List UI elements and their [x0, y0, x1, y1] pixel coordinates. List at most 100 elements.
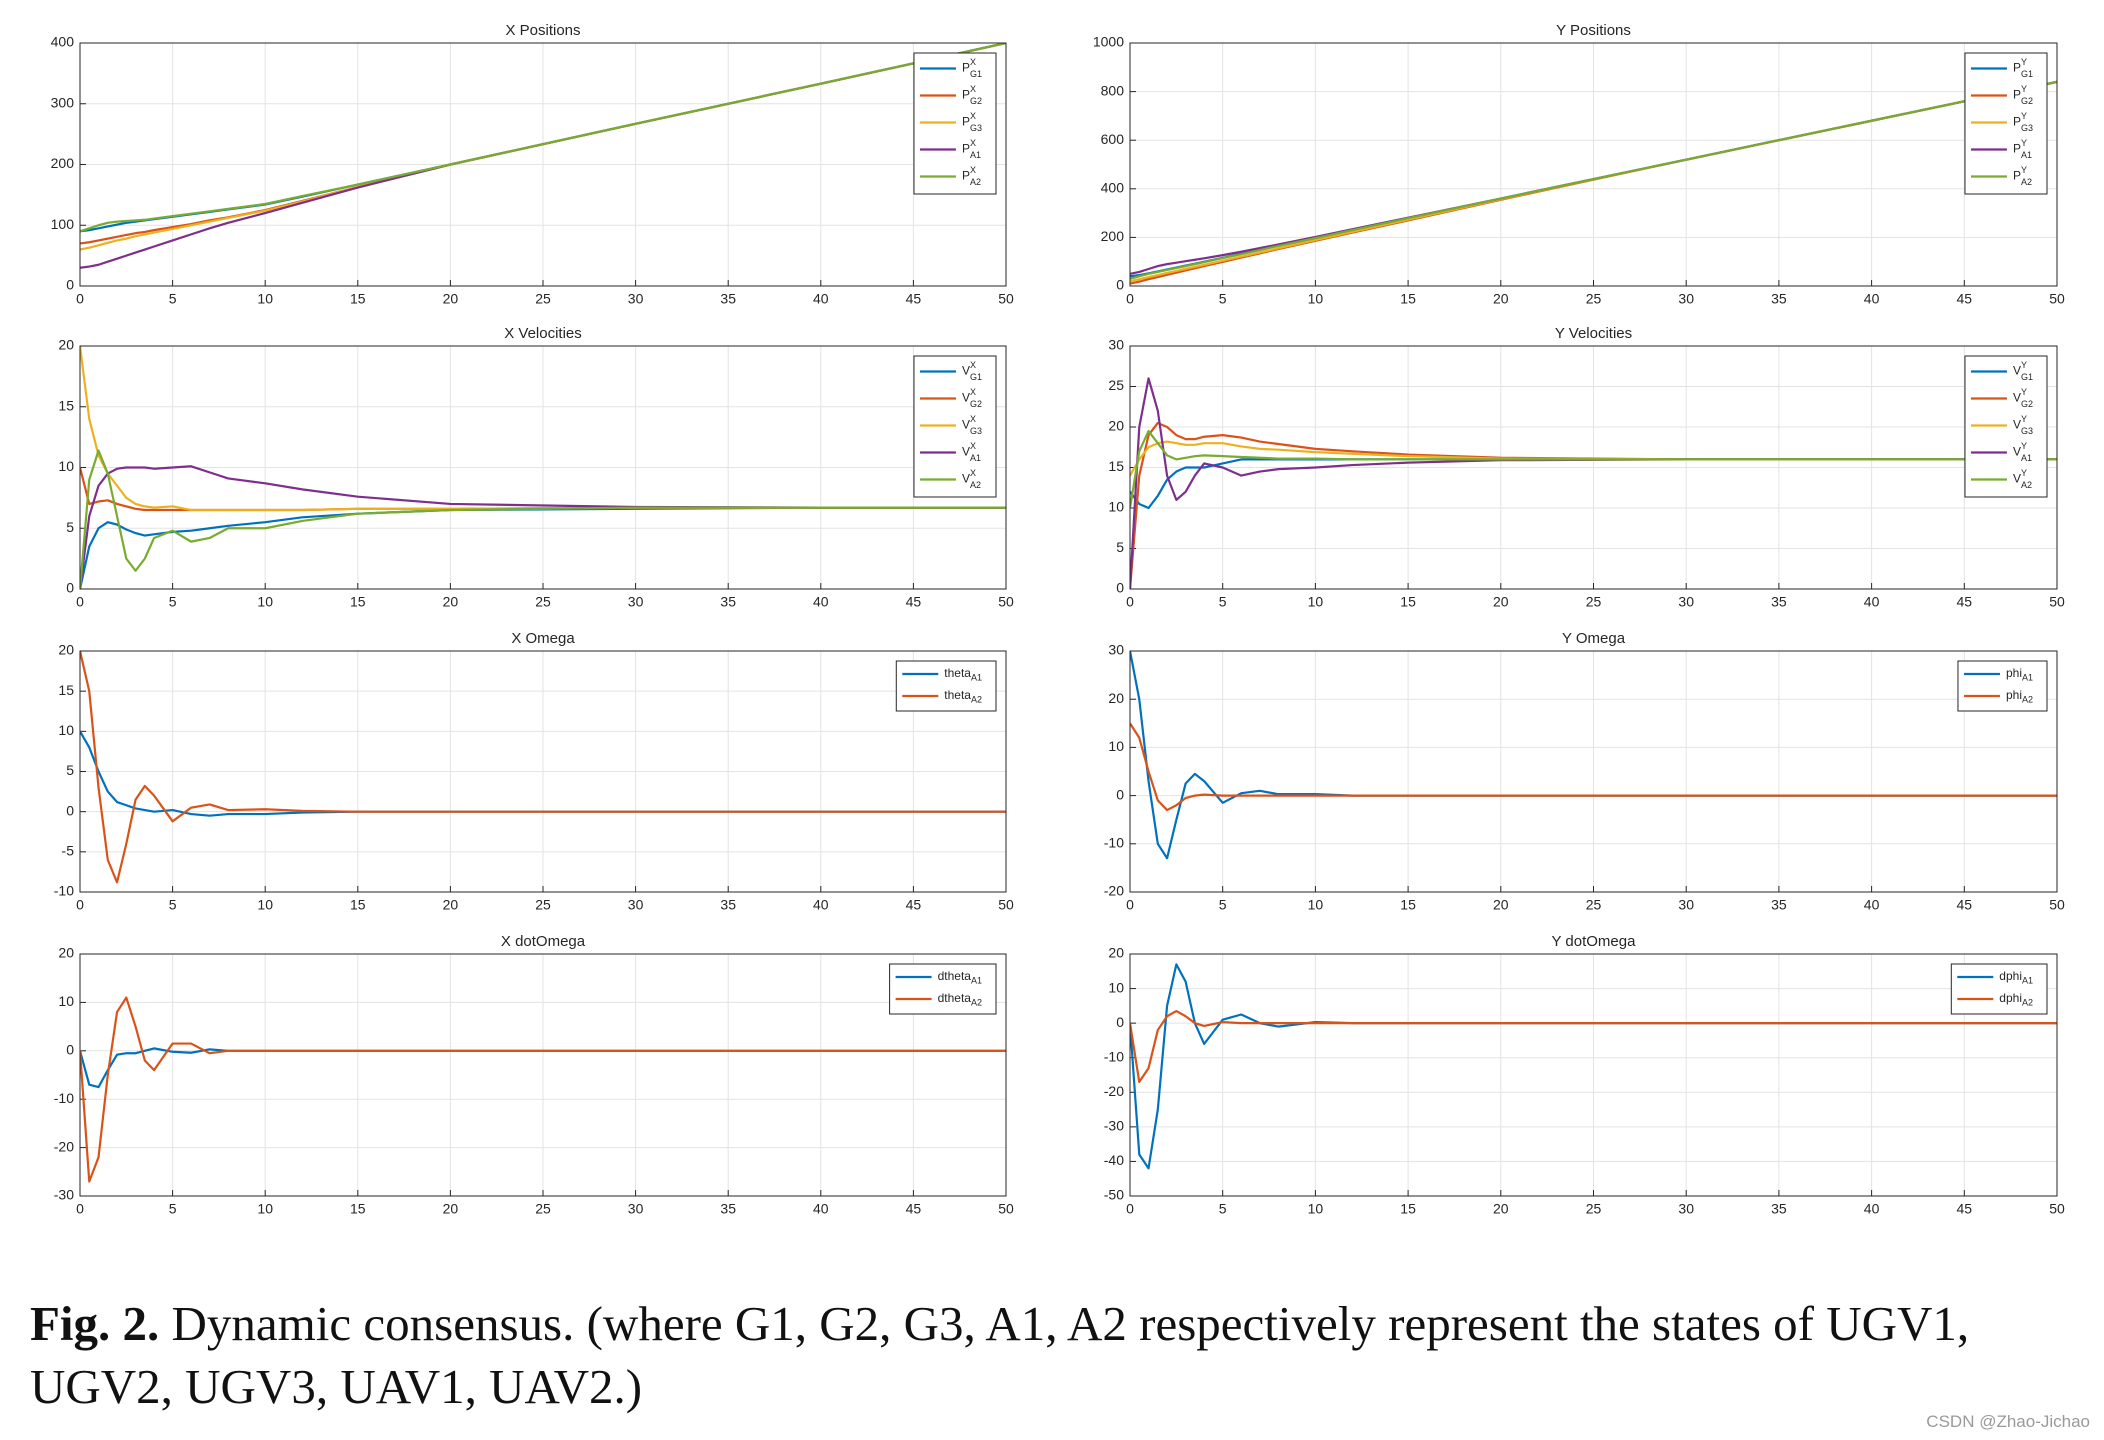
series-line: [80, 449, 1006, 589]
axes-box: [79, 650, 1007, 893]
x-tick-label: 25: [1586, 594, 1602, 610]
x-tick-label: 10: [1308, 897, 1324, 913]
x-tick-label: 0: [76, 1201, 84, 1217]
legend-label-sub: A2: [970, 480, 981, 490]
y-tick-label: 30: [1108, 642, 1124, 658]
x-tick-label: 0: [1126, 897, 1134, 913]
legend-box: [895, 660, 997, 712]
y-tick-label: 30: [1108, 337, 1124, 353]
y-tick-label: 0: [66, 1042, 74, 1058]
legend-label-sup: Y: [2021, 165, 2027, 175]
x-tick-label: 25: [535, 1201, 551, 1217]
x-tick-label: 30: [628, 1201, 644, 1217]
x-tick-label: 0: [76, 291, 84, 307]
x-tick-label: 20: [1493, 594, 1509, 610]
legend-label: P: [2013, 61, 2021, 75]
x-tick-label: 40: [813, 897, 829, 913]
x-tick-label: 20: [1493, 291, 1509, 307]
x-tick-label: 10: [1308, 291, 1324, 307]
x-tick-label: 30: [628, 291, 644, 307]
legend-label-sup: Y: [2021, 468, 2027, 478]
legend-label: V: [962, 445, 970, 459]
x-tick-label: 0: [1126, 1201, 1134, 1217]
axes-box: [79, 953, 1007, 1197]
y-tick-label: 20: [58, 642, 74, 658]
legend-label-sub: A2: [2022, 694, 2033, 704]
legend-label: V: [2013, 472, 2021, 486]
legend-label: V: [2013, 418, 2021, 432]
x-tick-label: 40: [1864, 291, 1880, 307]
y-tick-label: -10: [1104, 1048, 1124, 1064]
y-tick-label: 200: [1101, 228, 1125, 244]
x-tick-label: 20: [443, 594, 459, 610]
legend-label-sub: A2: [2021, 480, 2032, 490]
x-tick-label: 40: [1864, 1201, 1880, 1217]
caption: Fig. 2. Dynamic consensus. (where G1, G2…: [30, 1292, 2090, 1418]
legend-label-sub: G3: [970, 426, 982, 436]
legend-label: theta: [944, 688, 971, 702]
legend-box: [889, 963, 997, 1015]
legend-label: dtheta: [938, 969, 972, 983]
legend-label-sub: A1: [2021, 453, 2032, 463]
y-tick-label: 0: [66, 277, 74, 293]
x-tick-label: 10: [257, 897, 273, 913]
chart-title: X Velocities: [504, 325, 582, 342]
legend-label: P: [962, 142, 970, 156]
x-tick-label: 15: [1400, 1201, 1416, 1217]
y-tick-label: 400: [1101, 180, 1125, 196]
legend-label-sup: X: [970, 414, 976, 424]
y-tick-label: 20: [1108, 690, 1124, 706]
series-line: [80, 43, 1006, 233]
chart-title: Y dotOmega: [1552, 933, 1637, 950]
legend-label-sub: G3: [970, 123, 982, 133]
legend-label-sub: G1: [970, 372, 982, 382]
legend-label: V: [962, 472, 970, 486]
legend-label: dphi: [1999, 991, 2022, 1005]
legend-label-sup: X: [970, 165, 976, 175]
x-tick-label: 25: [535, 897, 551, 913]
legend-label-sub: G3: [2021, 123, 2033, 133]
series-line: [80, 651, 1006, 884]
x-tick-label: 40: [813, 594, 829, 610]
chart-title: X Omega: [511, 630, 575, 647]
y-tick-label: 5: [66, 519, 74, 535]
series-line: [1130, 429, 2057, 509]
x-tick-label: 15: [350, 1201, 366, 1217]
legend-label-sup: Y: [2021, 57, 2027, 67]
axes-box: [79, 42, 1007, 287]
legend-label-sub: A2: [970, 177, 981, 187]
x-tick-label: 35: [720, 594, 736, 610]
legend-label-sub: A1: [971, 672, 982, 682]
y-tick-label: -10: [54, 1090, 74, 1106]
x-tick-label: 35: [720, 897, 736, 913]
legend-label-sup: X: [970, 111, 976, 121]
x-tick-label: 0: [1126, 291, 1134, 307]
axes-box: [79, 345, 1007, 590]
legend-label-sup: X: [970, 468, 976, 478]
x-tick-label: 20: [1493, 1201, 1509, 1217]
x-tick-label: 10: [257, 291, 273, 307]
axes-box: [1129, 953, 2058, 1197]
legend-label-sub: G2: [2021, 96, 2033, 106]
legend-label-sub: G1: [2021, 372, 2033, 382]
legend-label-sub: A1: [2021, 150, 2032, 160]
caption-text: Dynamic consensus. (where G1, G2, G3, A1…: [30, 1296, 1970, 1414]
x-tick-label: 30: [1678, 1201, 1694, 1217]
x-tick-label: 30: [1678, 291, 1694, 307]
legend-label-sub: A1: [2022, 672, 2033, 682]
legend-label-sub: A1: [971, 975, 982, 985]
y-tick-label: 20: [1108, 945, 1124, 961]
chart-title: Y Positions: [1556, 22, 1631, 39]
x-tick-label: 10: [1308, 1201, 1324, 1217]
legend-box: [1950, 963, 2048, 1015]
x-tick-label: 50: [998, 1201, 1014, 1217]
x-tick-label: 50: [2049, 897, 2065, 913]
axes-box: [1129, 42, 2058, 287]
chart: Y Omega 0 5 10 15 20 25 30 35 40 45 50 -20 -10 0 10 20 30…: [1104, 630, 2065, 913]
chart: X Positions 0 5 10 15 20 25 30 35 40 45 50 0 100 200 30…: [51, 22, 1014, 307]
legend-label-sub: A2: [2022, 997, 2033, 1007]
legend-label: dphi: [1999, 969, 2022, 983]
